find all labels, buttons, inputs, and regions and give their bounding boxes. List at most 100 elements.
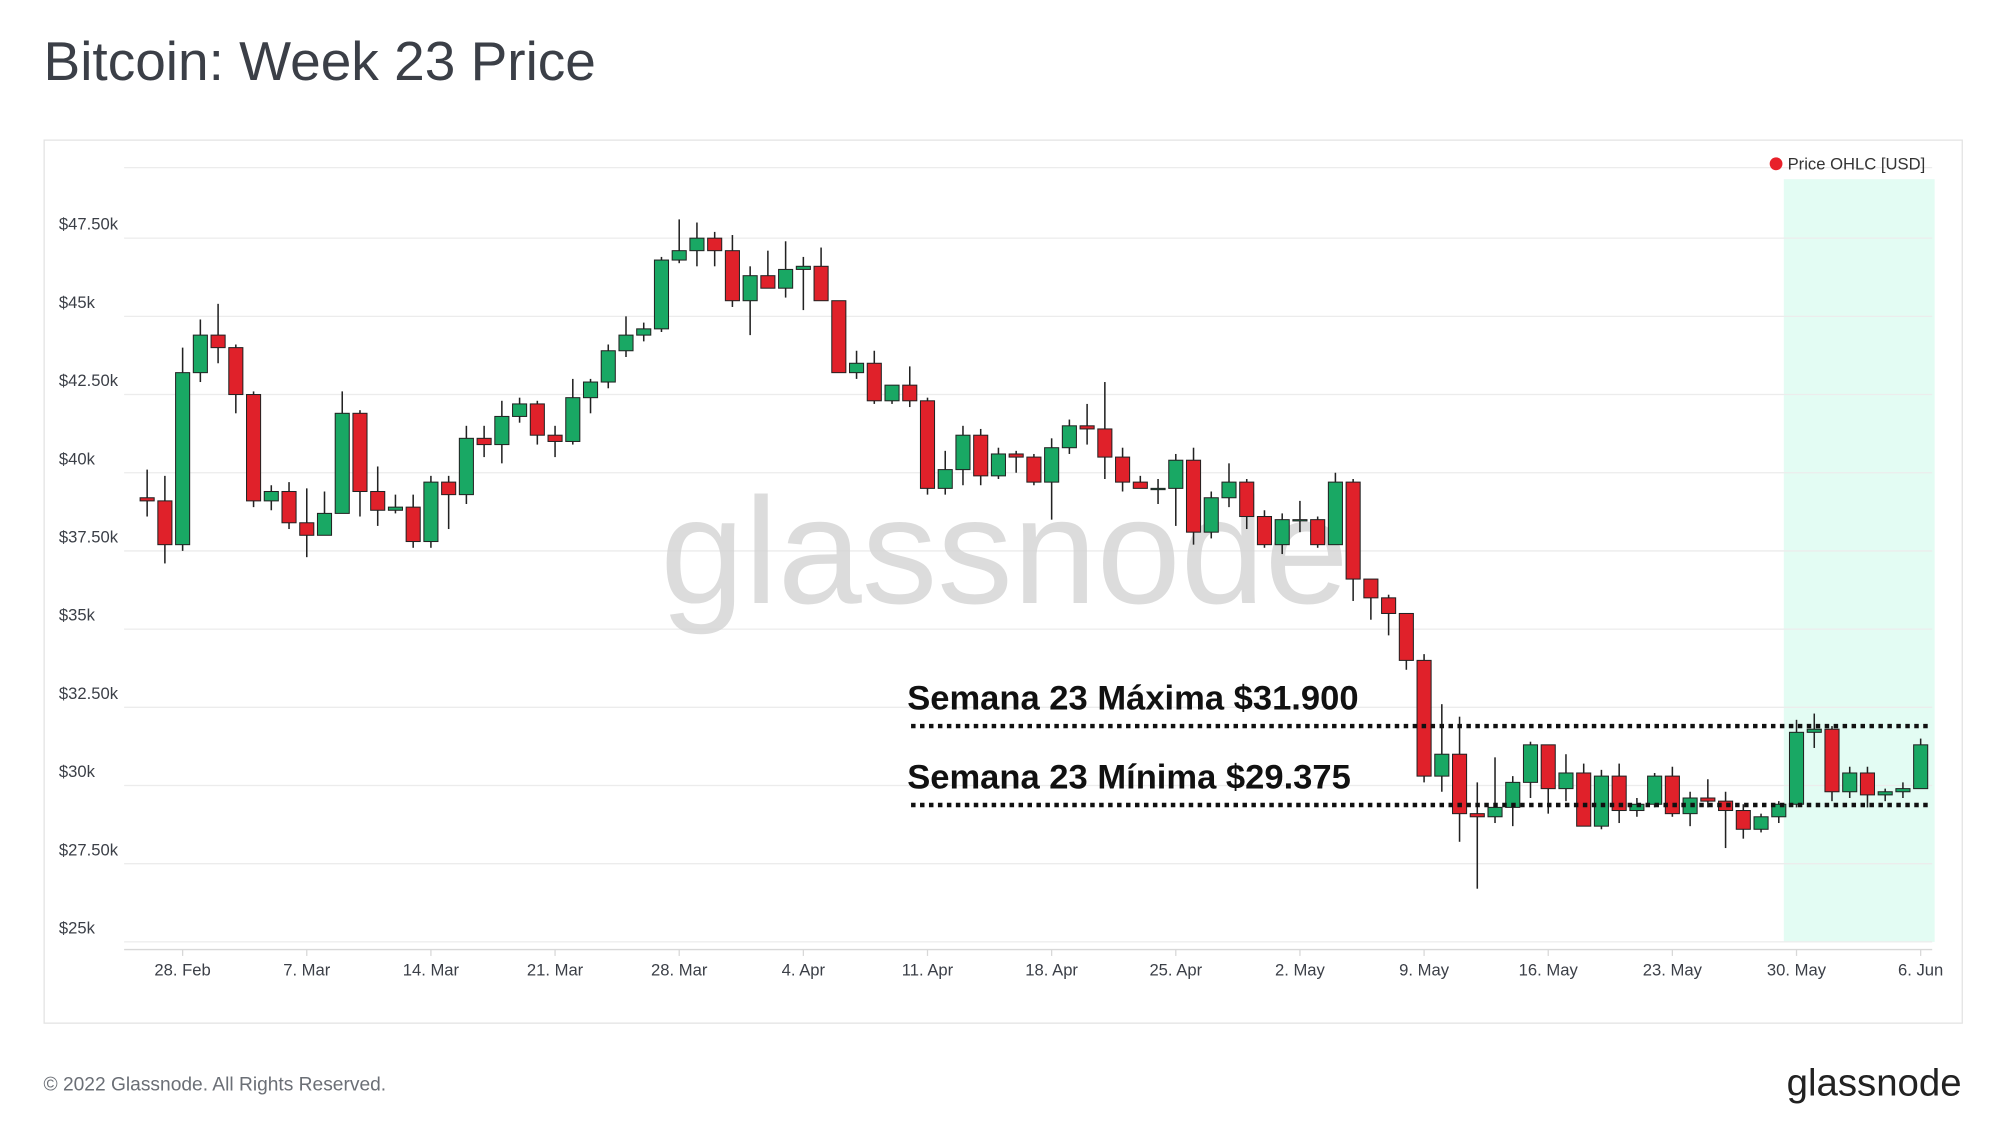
candle-body: [582, 381, 599, 399]
candle-body: [139, 497, 155, 502]
x-tick-label: 23. May: [1643, 961, 1703, 980]
candle-body: [1292, 519, 1308, 522]
candle-body: [1452, 753, 1468, 815]
candle-body: [1859, 772, 1876, 796]
chart-title: Bitcoin: Week 23 Price: [44, 30, 596, 92]
x-tick-label: 21. Mar: [527, 961, 584, 980]
candle-body: [1345, 481, 1361, 580]
x-tick-label: 4. Apr: [782, 961, 826, 980]
candle-body: [1540, 744, 1556, 790]
candle-body: [1505, 781, 1521, 808]
x-tick-label: 16. May: [1519, 961, 1579, 980]
annotation-text: Semana 23 Mínima $29.375: [907, 759, 1351, 797]
candle-body: [1008, 453, 1024, 458]
candle-body: [1061, 425, 1077, 449]
candle-body: [1150, 487, 1166, 491]
logo: glassnode: [1787, 1061, 1962, 1104]
x-tick-label: 9. May: [1399, 961, 1450, 980]
x-tick-label: 14. Mar: [403, 961, 460, 980]
candle-body: [1416, 659, 1432, 777]
candle-body: [423, 481, 439, 543]
candle-body: [919, 400, 936, 489]
candle-body: [1664, 775, 1680, 815]
y-tick-label: $45k: [59, 293, 96, 312]
candle-body: [1877, 791, 1893, 796]
candle-body: [175, 372, 191, 546]
candle-body: [1788, 731, 1805, 805]
candle-body: [813, 265, 829, 302]
y-tick-label: $37.50k: [59, 528, 119, 547]
candle-body: [1913, 744, 1929, 790]
candle-body: [636, 328, 652, 336]
candle-body: [618, 334, 634, 352]
candle-body: [1469, 813, 1485, 818]
y-tick-label: $42.50k: [59, 371, 119, 390]
candle-body: [1700, 797, 1716, 802]
y-tick-label: $30k: [59, 762, 96, 781]
candle-body: [281, 490, 297, 524]
candle-body: [565, 397, 581, 442]
candle-body: [547, 434, 563, 442]
candle-body: [1079, 425, 1095, 430]
legend-marker: [1769, 157, 1783, 171]
candle-body: [902, 384, 918, 402]
y-tick-label: $32.50k: [59, 684, 119, 703]
candle-body: [1044, 447, 1060, 483]
candle-body: [263, 490, 279, 502]
candle-body: [1026, 456, 1042, 483]
candle-body: [334, 412, 350, 514]
candle-body: [1576, 772, 1592, 827]
candle-body: [210, 334, 226, 349]
candle-body: [1274, 519, 1290, 546]
candle-body: [370, 490, 386, 511]
y-tick-label: $27.50k: [59, 840, 119, 859]
candle-body: [671, 250, 687, 261]
candle-body: [441, 481, 457, 496]
candle-body: [1239, 481, 1255, 518]
candle-body: [494, 415, 510, 446]
candle-body: [760, 275, 776, 289]
candle-body: [1522, 744, 1539, 783]
candle-body: [724, 250, 740, 302]
candle-body: [707, 237, 723, 252]
candle-body: [884, 384, 900, 402]
candle-body: [316, 512, 333, 536]
candle-body: [1824, 728, 1840, 793]
candle-body: [1806, 728, 1822, 733]
candle-body: [937, 469, 953, 489]
candle-body: [228, 347, 244, 396]
x-tick-label: 30. May: [1767, 961, 1827, 980]
annotation-text: Semana 23 Máxima $31.900: [907, 680, 1358, 718]
candle-body: [1771, 803, 1787, 818]
candle-body: [1168, 459, 1184, 489]
x-tick-label: 7. Mar: [283, 961, 331, 980]
candle-body: [458, 437, 474, 496]
candle-body: [299, 522, 315, 536]
candle-body: [246, 394, 262, 502]
y-tick-label: $47.50k: [59, 215, 119, 234]
x-tick-label: 6. Jun: [1898, 961, 1943, 980]
candle-body: [1487, 806, 1503, 818]
x-tick-label: 11. Apr: [902, 961, 954, 980]
candle-body: [352, 412, 368, 493]
candle-body: [742, 275, 758, 302]
candle-body: [1895, 788, 1911, 793]
candle-body: [476, 437, 492, 446]
y-tick-label: $35k: [59, 606, 96, 625]
x-tick-label: 2. May: [1275, 961, 1326, 980]
candle-body: [1398, 612, 1414, 661]
candle-body: [1558, 772, 1574, 790]
candle-body: [778, 268, 794, 289]
candle-body: [387, 506, 403, 511]
candle-body: [1310, 519, 1326, 546]
x-tick-label: 25. Apr: [1149, 961, 1202, 980]
candle-body: [157, 500, 173, 546]
y-tick-label: $25k: [59, 918, 96, 937]
candle-body: [831, 300, 847, 374]
candle-body: [529, 403, 545, 436]
candle-body: [1434, 753, 1450, 777]
candle-body: [1203, 497, 1219, 533]
candle-body: [1593, 775, 1609, 827]
candle-body: [1256, 516, 1273, 546]
